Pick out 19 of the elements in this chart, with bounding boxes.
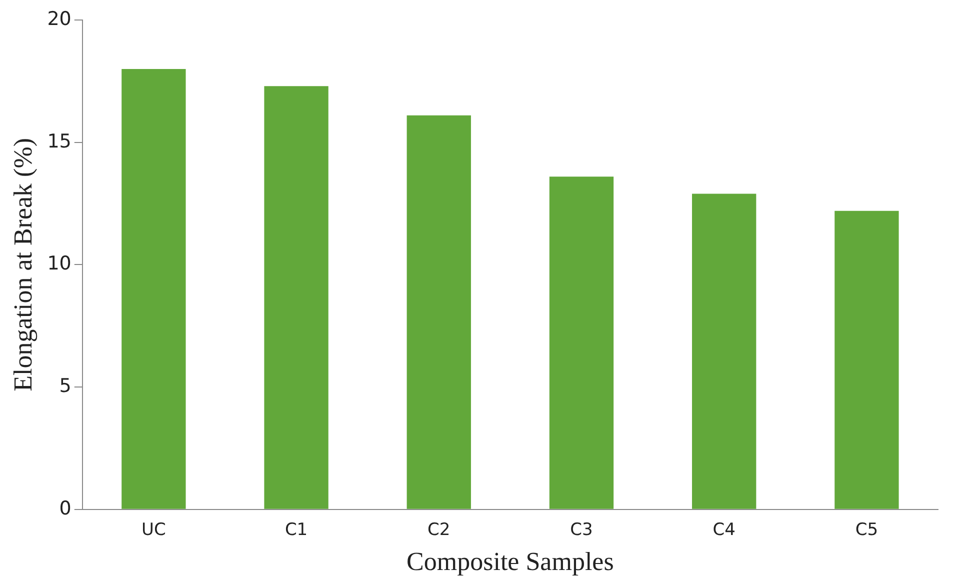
bar: [834, 210, 899, 509]
y-axis-title: Elongation at Break (%): [8, 138, 38, 392]
x-tick-label: C1: [284, 520, 308, 540]
bar: [692, 194, 756, 509]
x-tick-label: C5: [855, 520, 878, 540]
x-axis-title: Composite Samples: [406, 547, 614, 576]
x-tick-label: C4: [712, 520, 736, 540]
y-tick-label: 10: [47, 252, 72, 275]
x-tick-label: UC: [142, 520, 166, 540]
y-tick-label: 20: [47, 8, 72, 30]
bar: [122, 68, 186, 509]
bar: [406, 115, 471, 509]
y-tick-label: 5: [59, 374, 72, 397]
x-tick-label: C3: [570, 520, 593, 540]
y-tick-label: 15: [47, 130, 72, 152]
bar: [264, 86, 328, 509]
bar: [549, 176, 614, 509]
y-tick-label: 0: [59, 497, 72, 520]
x-tick-label: C2: [428, 520, 450, 540]
